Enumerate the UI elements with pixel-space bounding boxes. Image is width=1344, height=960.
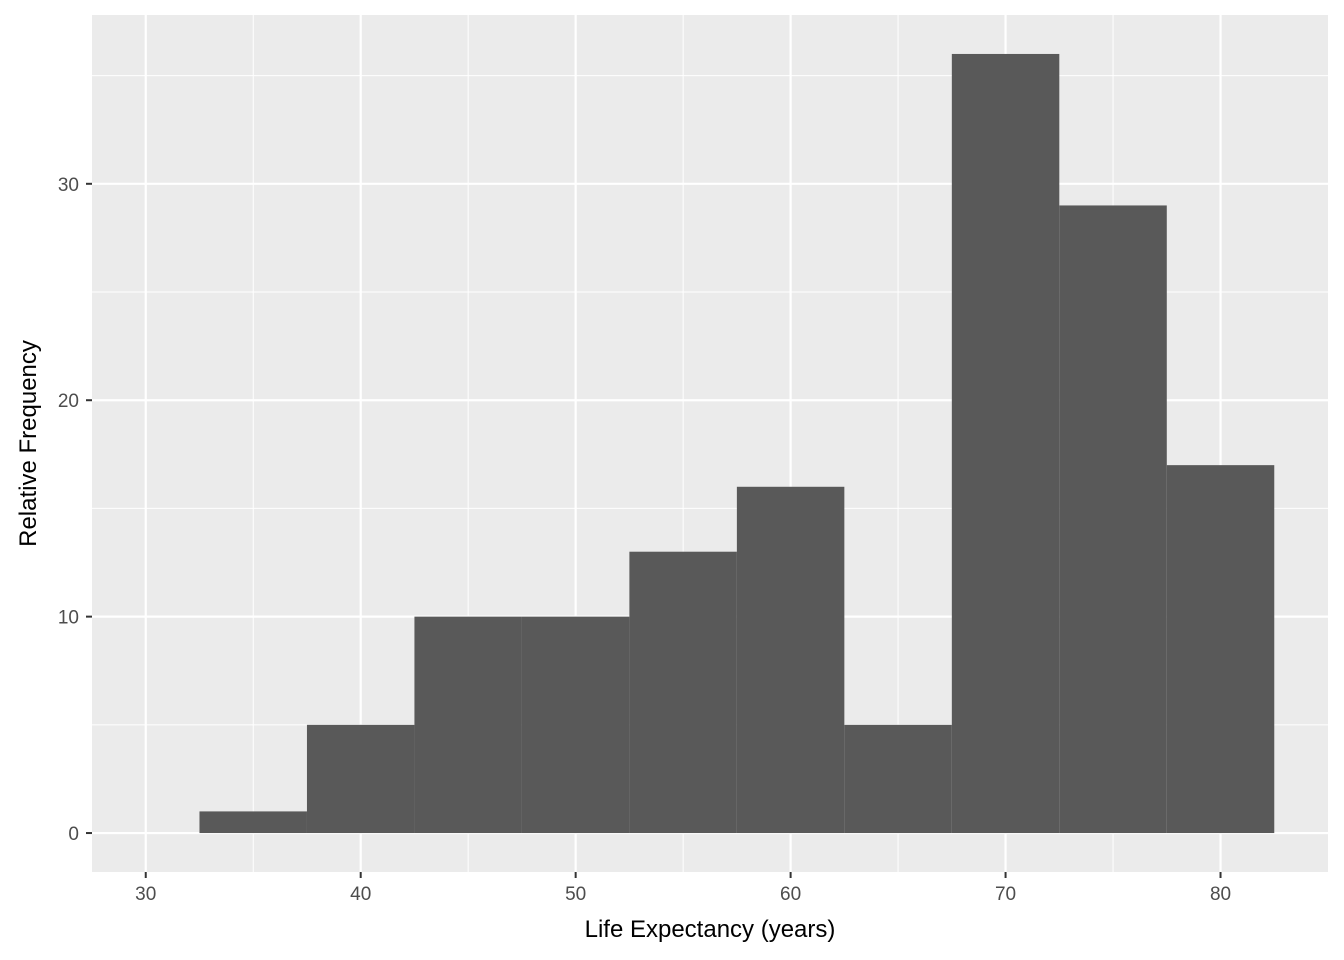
bars [199, 53, 1275, 834]
x-axis: 30 40 50 60 70 80 [135, 872, 1231, 905]
x-tick-label: 30 [135, 884, 156, 905]
histogram-bar-3 [414, 616, 522, 834]
x-tick-label: 70 [995, 884, 1016, 905]
y-tick-label: 0 [68, 824, 79, 845]
histogram-bar-2 [306, 724, 415, 834]
x-axis-title: Life Expectancy (years) [585, 916, 836, 943]
y-axis: 0 10 20 30 [58, 175, 92, 845]
x-tick-label: 80 [1210, 884, 1231, 905]
histogram-bar-6 [736, 486, 845, 834]
y-tick-label: 20 [58, 391, 79, 412]
histogram-bar-4 [521, 616, 630, 834]
y-tick-label: 30 [58, 175, 79, 196]
x-tick-label: 50 [565, 884, 586, 905]
histogram-bar-10 [1166, 465, 1275, 834]
y-tick-label: 10 [58, 608, 79, 629]
histogram-bar-9 [1059, 205, 1167, 834]
y-axis-title: Relative Frequency [15, 340, 42, 547]
histogram-bar-5 [629, 551, 737, 834]
x-tick-label: 60 [780, 884, 801, 905]
histogram-bar-7 [844, 724, 952, 834]
histogram-bar-1 [199, 811, 307, 834]
histogram-bar-8 [951, 53, 1060, 834]
x-tick-label: 40 [350, 884, 371, 905]
